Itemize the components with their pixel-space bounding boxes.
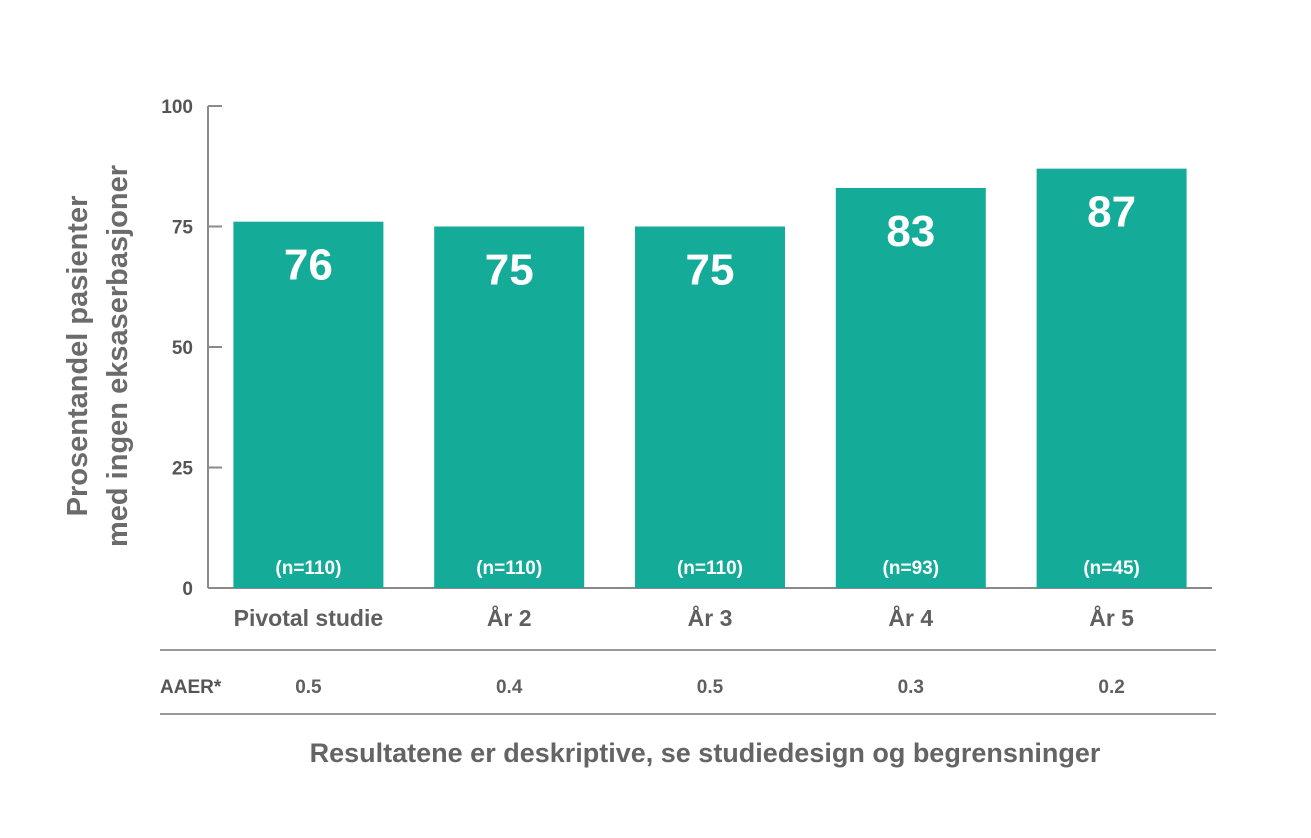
y-axis-title-line-2: med ingen eksaserbasjoner — [102, 165, 134, 547]
y-tick-label: 100 — [161, 97, 193, 118]
y-tick-label: 25 — [172, 459, 194, 480]
x-category-label: År 3 — [688, 604, 733, 631]
y-axis-title: Prosentandel pasienter med ingen eksaser… — [18, 146, 178, 566]
bar-n-label: (n=45) — [1083, 558, 1140, 579]
y-tick-label: 0 — [182, 579, 193, 600]
bar — [233, 221, 384, 588]
x-category-label: År 5 — [1089, 604, 1134, 631]
bar-value-label: 76 — [284, 241, 333, 290]
aaer-value: 0.3 — [898, 677, 924, 698]
aaer-value: 0.2 — [1098, 677, 1124, 698]
bar-n-label: (n=93) — [883, 558, 940, 579]
bar — [1036, 168, 1187, 588]
footnote: Resultatene er deskriptive, se studiedes… — [309, 738, 1101, 768]
aaer-value: 0.5 — [295, 677, 322, 698]
bar — [434, 226, 585, 588]
bar-n-label: (n=110) — [677, 558, 743, 579]
bar — [835, 187, 986, 588]
aaer-row-label: AAER* — [160, 677, 222, 698]
bar — [635, 226, 785, 588]
x-category-label: Pivotal studie — [234, 605, 384, 631]
y-tick-label: 50 — [172, 338, 193, 359]
aaer-value: 0.4 — [496, 677, 523, 698]
bar-value-label: 75 — [485, 246, 534, 295]
bar-n-label: (n=110) — [476, 558, 542, 579]
x-category-label: År 2 — [487, 604, 532, 631]
aaer-value: 0.5 — [697, 677, 724, 698]
x-category-label: År 4 — [888, 604, 933, 631]
bar-n-label: (n=110) — [275, 558, 341, 579]
y-axis-title-line-1: Prosentandel pasienter — [62, 195, 94, 517]
bar-value-label: 75 — [686, 246, 735, 295]
y-tick-label: 75 — [172, 218, 194, 239]
bar-value-label: 87 — [1087, 188, 1136, 237]
bar-value-label: 83 — [886, 207, 935, 256]
